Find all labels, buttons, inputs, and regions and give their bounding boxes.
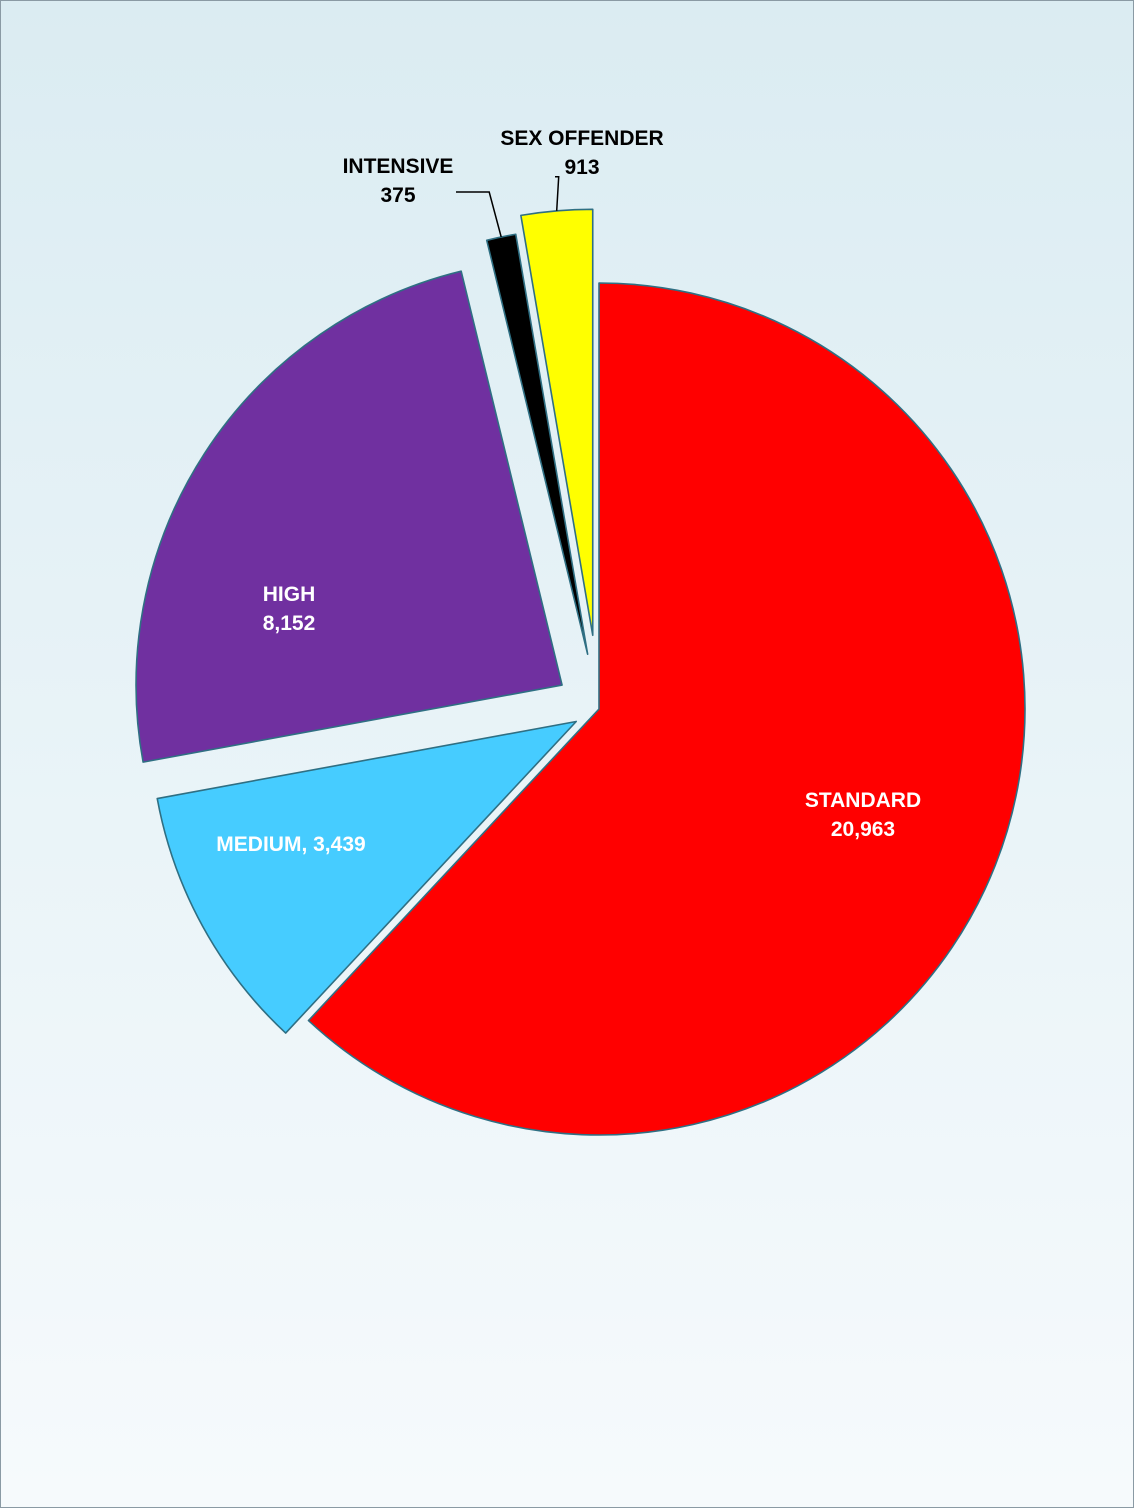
label-value-high: 8,152 xyxy=(263,612,316,635)
leader-line-sex-offender xyxy=(555,176,560,211)
data-label-standard: STANDARD 20,963 xyxy=(805,789,921,841)
leader-line-intensive xyxy=(456,191,502,238)
data-label-sex-offender: SEX OFFENDER 913 xyxy=(500,127,663,179)
slice-medium xyxy=(156,720,577,1034)
label-value-intensive: 375 xyxy=(380,184,415,207)
label-category-high: HIGH xyxy=(263,583,316,606)
label-category-intensive: INTENSIVE xyxy=(343,155,454,178)
label-value-sex-offender: 913 xyxy=(564,156,599,179)
slice-intensive xyxy=(485,233,589,655)
data-label-intensive: INTENSIVE 375 xyxy=(343,155,454,207)
slice-high xyxy=(135,270,563,763)
slice-standard xyxy=(307,282,1026,1136)
label-category-sex-offender: SEX OFFENDER xyxy=(500,127,663,150)
slice-sex-offender xyxy=(520,208,594,637)
data-label-medium: MEDIUM, 3,439 xyxy=(216,833,365,856)
label-category-standard: STANDARD xyxy=(805,789,921,812)
label-value-standard: 20,963 xyxy=(831,818,895,841)
data-label-high: HIGH 8,152 xyxy=(263,583,316,635)
